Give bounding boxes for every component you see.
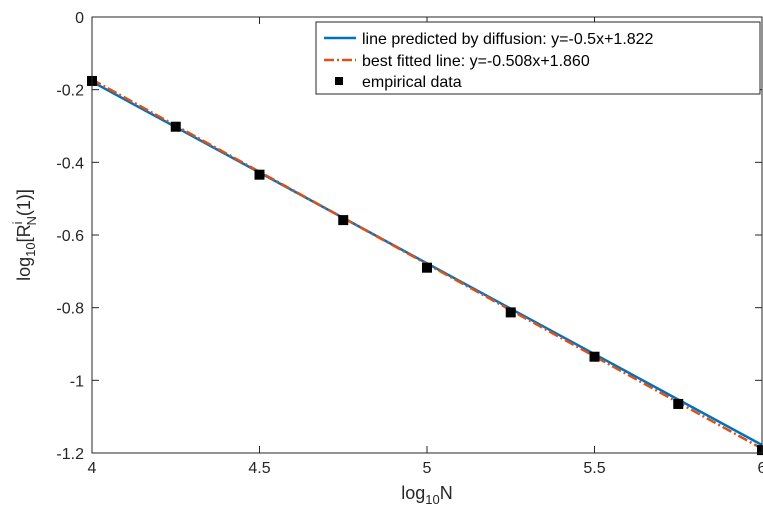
x-tick-label-3: 5.5 — [583, 460, 605, 477]
legend: line predicted by diffusion: y=-0.5x+1.8… — [315, 21, 761, 95]
legend-label-predicted: line predicted by diffusion: y=-0.5x+1.8… — [362, 31, 654, 48]
y-tick-label-3: -0.6 — [56, 228, 84, 245]
y-tick-label-1: -0.2 — [56, 83, 84, 100]
data-point-7 — [673, 398, 684, 409]
ticks-layer: 4 4.5 5 5.5 6 0 -0.2 -0.4 -0.6 -0.8 -1 -1.2 — [56, 10, 763, 477]
y-tick-label-5: -1 — [70, 373, 84, 390]
x-tick-label-0: 4 — [88, 460, 97, 477]
x-tick-label-1: 4.5 — [248, 460, 270, 477]
y-tick-label-0: 0 — [75, 10, 84, 27]
data-point-3 — [338, 215, 349, 226]
y-axis-label: log10[RiN(1)] — [10, 189, 39, 281]
legend-label-empirical: empirical data — [362, 74, 462, 91]
data-point-4 — [422, 262, 432, 273]
data-point-2 — [254, 169, 265, 180]
x-tick-label-2: 5 — [423, 460, 432, 477]
y-tick-label-2: -0.4 — [56, 155, 84, 172]
y-tick-label-6: -1.2 — [56, 446, 84, 463]
x-tick-label-4: 6 — [758, 460, 763, 477]
legend-box — [315, 21, 761, 95]
data-point-5 — [505, 307, 516, 318]
data-point-1 — [170, 121, 181, 132]
legend-label-fitted: best fitted line: y=-0.508x+1.860 — [362, 53, 590, 70]
data-point-8 — [757, 445, 763, 456]
legend-swatch-empirical — [335, 77, 343, 85]
y-tick-label-4: -0.8 — [56, 301, 84, 318]
data-point-6 — [589, 351, 600, 362]
x-axis-label: log10N — [401, 483, 453, 507]
